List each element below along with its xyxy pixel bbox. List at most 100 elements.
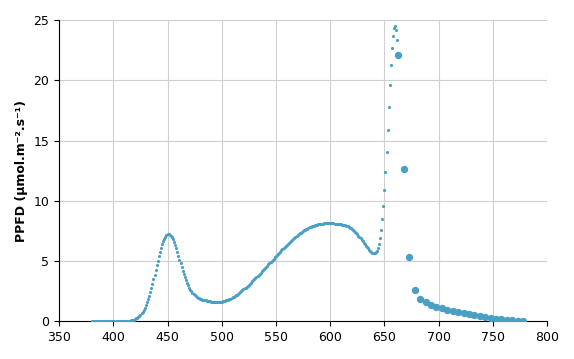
Point <box>421 299 430 305</box>
Point <box>313 222 322 228</box>
Point <box>486 315 495 321</box>
Point <box>139 307 148 313</box>
Point <box>245 281 254 286</box>
Point <box>372 248 381 254</box>
Point <box>94 318 103 324</box>
Point <box>242 284 251 289</box>
Point <box>164 231 173 237</box>
Point <box>323 220 332 226</box>
Point <box>122 318 131 324</box>
Point <box>190 292 199 298</box>
Point <box>292 233 301 239</box>
Point <box>352 230 361 236</box>
Point <box>165 232 174 237</box>
Point <box>146 289 155 295</box>
Point <box>354 233 363 239</box>
Point <box>267 258 276 264</box>
Point <box>491 316 501 322</box>
Point <box>215 299 224 305</box>
Point <box>502 317 511 323</box>
Point <box>258 267 267 273</box>
Point <box>277 247 286 253</box>
Point <box>141 302 150 308</box>
Point <box>114 318 123 324</box>
Point <box>174 253 183 258</box>
Point <box>285 239 294 244</box>
Point <box>374 241 383 247</box>
Point <box>127 317 137 323</box>
Point <box>131 316 141 321</box>
Point <box>513 318 522 323</box>
Point <box>416 296 425 302</box>
Point <box>98 318 107 324</box>
Point <box>241 285 250 290</box>
Point <box>343 223 352 229</box>
Point <box>284 240 293 246</box>
Point <box>118 318 127 324</box>
Point <box>325 220 335 226</box>
Point <box>136 312 145 318</box>
Point <box>239 286 248 292</box>
Point <box>359 240 369 246</box>
Point <box>173 249 182 255</box>
Point <box>119 318 129 324</box>
Point <box>360 241 370 247</box>
Point <box>356 236 365 241</box>
Point <box>443 307 452 313</box>
Point <box>405 255 414 260</box>
Point <box>145 293 154 299</box>
Point <box>269 256 278 261</box>
Point <box>188 290 197 295</box>
Point <box>328 220 337 226</box>
Point <box>150 272 159 278</box>
Point <box>211 299 220 305</box>
Point <box>339 222 348 228</box>
Point <box>128 317 137 323</box>
Point <box>300 228 309 233</box>
Point <box>293 232 302 238</box>
Point <box>426 302 436 308</box>
Point <box>142 299 152 305</box>
Point <box>344 224 353 230</box>
Point <box>382 149 391 154</box>
Point <box>169 239 179 245</box>
Point <box>231 292 241 298</box>
Point <box>366 248 375 254</box>
Point <box>252 274 261 280</box>
Point <box>104 318 114 324</box>
Point <box>357 237 366 243</box>
Point <box>305 224 314 230</box>
Point <box>391 23 400 29</box>
Point <box>91 318 100 324</box>
Point <box>497 317 506 322</box>
Point <box>129 317 138 322</box>
Point <box>243 283 253 289</box>
Point <box>400 165 409 171</box>
Point <box>274 250 284 256</box>
Point <box>362 244 371 250</box>
Point <box>295 230 304 236</box>
Point <box>379 203 388 209</box>
Point <box>289 236 298 242</box>
Point <box>195 295 204 301</box>
Point <box>375 235 385 241</box>
Point <box>181 278 191 283</box>
Point <box>117 318 126 324</box>
Point <box>338 222 347 227</box>
Point <box>90 318 99 324</box>
Point <box>432 304 441 309</box>
Point <box>386 62 395 68</box>
Point <box>235 289 245 295</box>
Point <box>154 253 164 259</box>
Point <box>226 296 235 302</box>
Point <box>103 318 113 324</box>
Point <box>113 318 122 324</box>
Point <box>125 318 134 323</box>
Point <box>175 257 184 262</box>
Point <box>149 276 158 282</box>
Point <box>162 232 171 238</box>
Point <box>172 246 181 251</box>
Point <box>273 252 282 258</box>
Point <box>199 297 208 303</box>
Point <box>311 222 320 228</box>
